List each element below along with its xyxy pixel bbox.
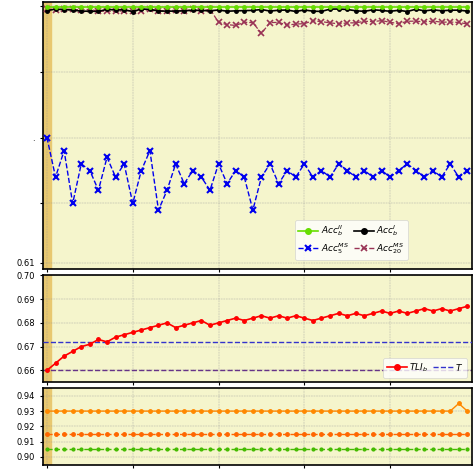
- Legend: $TLI_b$, $T$: $TLI_b$, $T$: [383, 358, 467, 378]
- Legend: $Acc_b^{II}$, $Acc_5^{MS}$, $Acc_b^{I}$, $Acc_{20}^{MS}$: $Acc_b^{II}$, $Acc_5^{MS}$, $Acc_b^{I}$,…: [295, 220, 408, 260]
- Bar: [43, 388, 51, 465]
- Bar: [43, 2, 51, 269]
- Bar: [43, 275, 51, 382]
